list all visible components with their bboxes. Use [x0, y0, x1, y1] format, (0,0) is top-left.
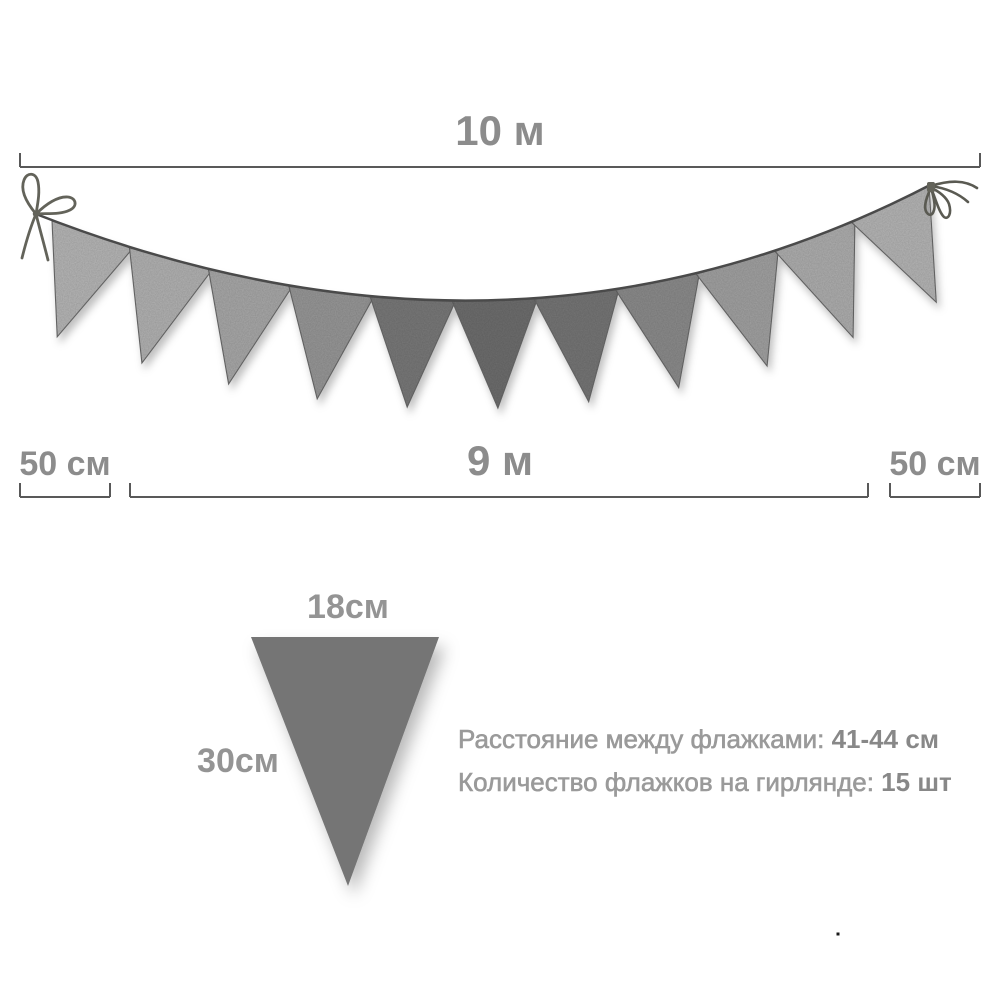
svg-text:18см: 18см	[307, 588, 389, 626]
svg-text:50 см: 50 см	[889, 445, 980, 483]
svg-text:50 см: 50 см	[19, 445, 110, 483]
svg-text:10 м: 10 м	[455, 107, 544, 154]
svg-text:9 м: 9 м	[467, 437, 533, 484]
svg-text:30см: 30см	[197, 742, 279, 780]
svg-text:Расстояние между флажками: 41-: Расстояние между флажками: 41-44 см	[458, 724, 939, 754]
svg-text:Количество флажков на гирлянде: Количество флажков на гирлянде: 15 шт	[458, 767, 952, 797]
